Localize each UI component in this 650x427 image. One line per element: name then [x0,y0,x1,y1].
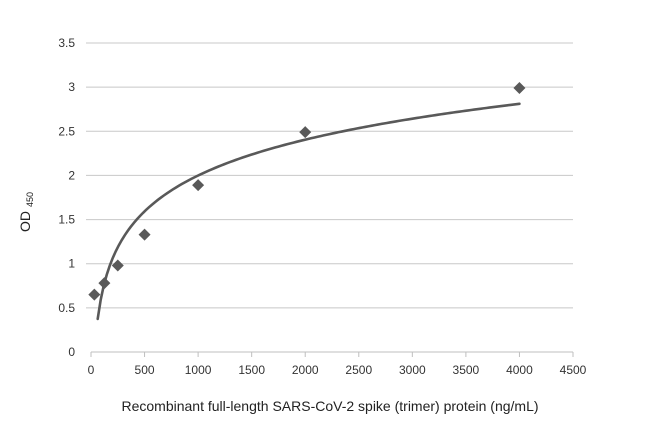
data-points [88,82,526,301]
trend-line [96,102,521,321]
y-tick-label: 3 [68,80,75,94]
y-axis-ticks: 0 0.5 1 1.5 2 2.5 3 3.5 [58,36,75,359]
data-point-diamond [513,82,526,95]
gridlines [86,42,573,309]
data-point-diamond [88,288,101,301]
x-axis-title: Recombinant full-length SARS-CoV-2 spike… [121,398,538,414]
x-tick-label: 1500 [238,363,265,377]
y-tick-label: 2 [68,168,75,182]
y-tick-label: 0.5 [58,301,75,315]
data-point-diamond [98,277,111,290]
data-point-diamond [192,179,205,192]
x-tick-label: 3000 [399,363,426,377]
y-tick-label: 3.5 [58,36,75,50]
y-tick-label: 0 [68,345,75,359]
data-point-diamond [299,126,312,139]
y-tick-label: 2.5 [58,124,75,138]
x-tick-label: 2500 [345,363,372,377]
y-axis-title-subscript: 450 [25,192,35,207]
y-tick-label: 1.5 [58,213,75,227]
data-point-diamond [138,228,151,241]
x-tick-label: 3500 [453,363,480,377]
x-tick-label: 500 [135,363,155,377]
x-tick-label: 4000 [506,363,533,377]
x-tick-label: 4500 [560,363,587,377]
y-tick-label: 1 [68,257,75,271]
x-tick-label: 1000 [185,363,212,377]
y-axis-title-main: OD [17,211,33,232]
x-axis-ticks: 0 500 1000 1500 2000 2500 3000 3500 4000 4500 [88,352,587,377]
y-axis-title: OD 450 [17,192,35,232]
x-tick-label: 2000 [292,363,319,377]
x-tick-label: 0 [88,363,95,377]
data-point-diamond [111,259,124,272]
